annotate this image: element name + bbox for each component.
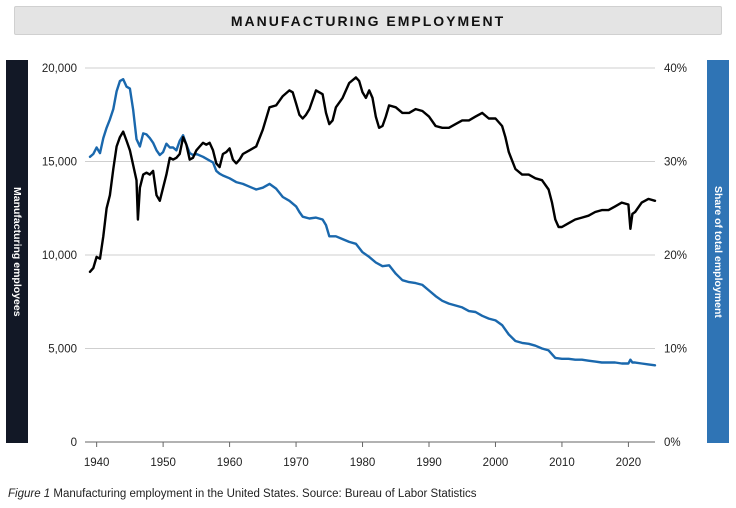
chart-title: MANUFACTURING EMPLOYMENT [14,6,722,35]
left-y-ticks: 0 5,000 10,000 15,000 20,000 [42,63,77,449]
series-lines [88,76,657,367]
left-axis-label-bar: Manufacturing employees [6,60,28,443]
gridlines [85,67,655,443]
x-tick-label: 1960 [217,457,243,469]
y-right-tick-label: 10% [664,344,687,356]
x-tick-label: 2020 [616,457,642,469]
y-left-tick-label: 10,000 [42,250,77,262]
x-ticks: 1940 1950 1960 1970 1980 1990 2000 2010 2020 [84,442,641,469]
y-right-tick-label: 30% [664,157,687,169]
right-axis-label: Share of total employment [712,185,724,318]
share-series-line [88,77,657,367]
x-tick-label: 1950 [150,457,176,469]
x-tick-label: 1990 [416,457,442,469]
right-y-ticks: 0% 10% 20% 30% 40% [664,63,687,449]
y-left-tick-label: 5,000 [48,344,77,356]
left-axis-label: Manufacturing employees [11,186,23,317]
x-tick-label: 2000 [483,457,509,469]
right-axis-label-bar: Share of total employment [707,60,729,443]
figure-caption: Figure 1 Manufacturing employment in the… [8,488,477,500]
x-tick-label: 2010 [549,457,575,469]
x-tick-label: 1940 [84,457,110,469]
y-right-tick-label: 40% [664,63,687,75]
y-left-tick-label: 20,000 [42,63,77,75]
y-left-tick-label: 15,000 [42,157,77,169]
caption-text: Manufacturing employment in the United S… [50,488,477,500]
employees-series-line [88,76,657,273]
figure-label: Figure 1 [8,488,51,500]
x-tick-label: 1970 [283,457,309,469]
x-tick-label: 1980 [350,457,376,469]
y-right-tick-label: 20% [664,250,687,262]
y-left-tick-label: 0 [71,437,77,449]
y-right-tick-label: 0% [664,437,681,449]
